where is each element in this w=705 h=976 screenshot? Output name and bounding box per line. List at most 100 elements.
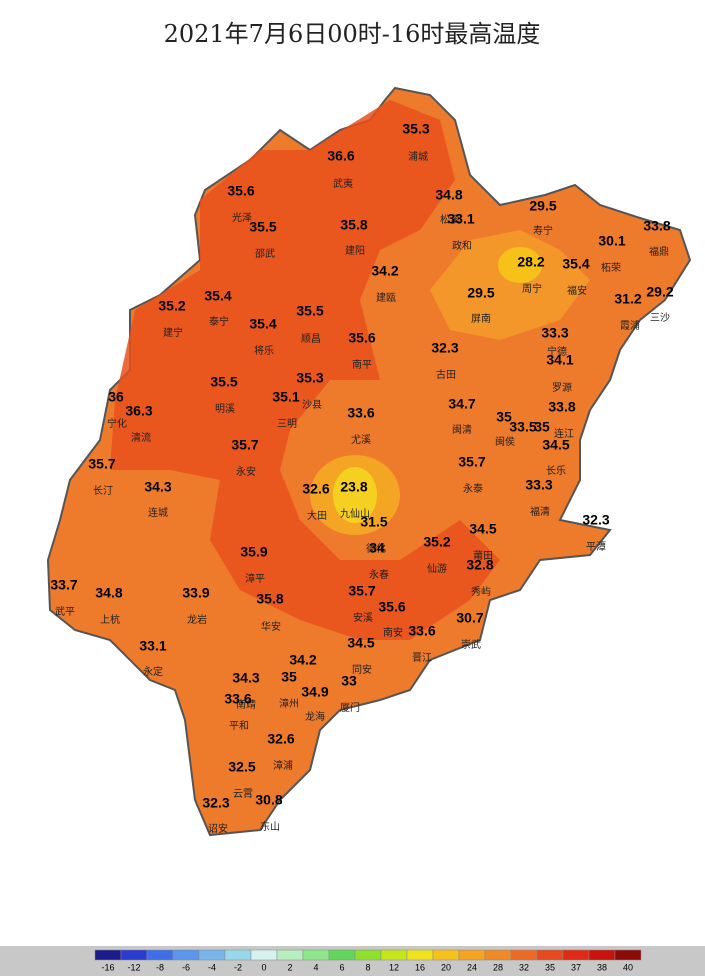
legend-swatch (562, 949, 590, 961)
station-value: 32.6 (267, 731, 294, 747)
legend-label: 28 (493, 962, 503, 972)
station-value: 36.3 (125, 403, 152, 419)
station-value: 35.8 (256, 591, 283, 607)
legend-swatch (250, 949, 278, 961)
county-name: 屏南 (471, 312, 491, 325)
station-value: 35.8 (340, 217, 367, 233)
county-name: 莆田 (473, 549, 493, 562)
county-name: 宁德 (547, 345, 567, 358)
county-name: 龙海 (305, 710, 325, 723)
legend-label: -4 (208, 962, 216, 972)
county-name: 松溪 (440, 213, 460, 226)
county-name: 霞浦 (620, 319, 640, 332)
legend-label: 0 (261, 962, 266, 972)
legend-swatch (276, 949, 304, 961)
station-value: 35.3 (402, 121, 429, 137)
station-value: 34.8 (435, 187, 462, 203)
station-value: 34.8 (95, 585, 122, 601)
county-name: 三沙 (650, 312, 670, 324)
title: 2021年7月6日00时-16时最高温度 (164, 20, 541, 48)
county-name: 将乐 (254, 345, 274, 357)
county-name: 建阳 (345, 244, 365, 257)
county-name: 同安 (352, 663, 372, 676)
county-name: 宁化 (107, 417, 127, 430)
county-name: 诏安 (208, 822, 228, 835)
station-value: 36.6 (327, 148, 354, 164)
legend-swatch (224, 949, 252, 961)
county-name: 永定 (143, 665, 163, 678)
station-value: 33 (341, 673, 357, 689)
station-value: 35.7 (88, 456, 115, 472)
county-name: 永安 (236, 465, 256, 478)
station-value: 35 (534, 419, 550, 435)
county-name: 福鼎 (649, 245, 669, 258)
county-name: 南安 (383, 626, 403, 639)
county-name: 闽清 (452, 423, 472, 436)
station-value: 33.9 (182, 585, 209, 601)
station-value: 32.3 (202, 795, 229, 811)
station-value: 35.7 (231, 437, 258, 453)
legend-label: 37 (571, 962, 581, 972)
legend-swatch (406, 949, 434, 961)
county-name: 南平 (352, 358, 372, 371)
station-value: 34.3 (144, 479, 171, 495)
station-value: 32.5 (228, 759, 255, 775)
county-name: 厦门 (340, 701, 360, 714)
station-value: 33.7 (50, 577, 77, 593)
county-name: 沙县 (302, 399, 322, 411)
legend-swatch (510, 949, 538, 961)
station-value: 23.8 (340, 479, 367, 495)
station-value: 34.5 (542, 437, 569, 453)
station-value: 30.8 (255, 792, 282, 808)
legend-swatch (146, 949, 174, 961)
station-value: 35 (496, 409, 512, 425)
station-value: 29.5 (529, 198, 556, 214)
county-name: 清流 (131, 431, 151, 444)
legend-label: 2 (287, 962, 292, 972)
county-name: 罗源 (552, 381, 572, 394)
station-value: 34.5 (469, 521, 496, 537)
county-name: 上杭 (100, 613, 120, 626)
station-value: 35.7 (458, 454, 485, 470)
legend-swatch (302, 949, 330, 961)
county-name: 云霄 (233, 788, 253, 800)
county-name: 永春 (369, 568, 389, 581)
county-name: 福清 (530, 505, 550, 518)
legend-swatch (354, 949, 382, 961)
station-value: 34 (369, 540, 385, 556)
county-name: 建宁 (163, 326, 183, 339)
station-value: 34.1 (546, 352, 573, 368)
station-value: 35 (281, 669, 297, 685)
station-value: 35.2 (158, 298, 185, 314)
county-name: 浦城 (408, 150, 428, 163)
county-name: 连江 (554, 427, 574, 440)
county-name: 安溪 (353, 611, 373, 624)
legend-label: -12 (127, 962, 140, 972)
station-value: 35.6 (227, 183, 254, 199)
county-name: 漳浦 (273, 759, 293, 772)
county-name: 永泰 (463, 482, 483, 495)
legend-label: 6 (339, 962, 344, 972)
county-name: 漳州 (279, 697, 299, 710)
station-value: 32.3 (431, 340, 458, 356)
station-value: 29.5 (467, 285, 494, 301)
station-value: 34.7 (448, 396, 475, 412)
legend-swatch (198, 949, 226, 961)
county-name: 平和 (229, 720, 249, 732)
station-value: 33.8 (548, 399, 575, 415)
warm-zone (430, 230, 590, 340)
county-name: 华安 (261, 620, 281, 633)
county-name: 长汀 (93, 485, 113, 497)
legend-swatch (328, 949, 356, 961)
legend-label: -8 (156, 962, 164, 972)
county-name: 寿宁 (533, 224, 553, 237)
station-value: 35.5 (210, 374, 237, 390)
county-name: 光泽 (232, 211, 252, 224)
legend-label: 40 (623, 962, 633, 972)
county-name: 古田 (436, 368, 456, 381)
county-name: 平潭 (586, 541, 606, 553)
station-value: 35.6 (348, 330, 375, 346)
station-value: 33.1 (447, 211, 474, 227)
station-value: 33.6 (224, 691, 251, 707)
station-value: 31.5 (360, 514, 387, 530)
